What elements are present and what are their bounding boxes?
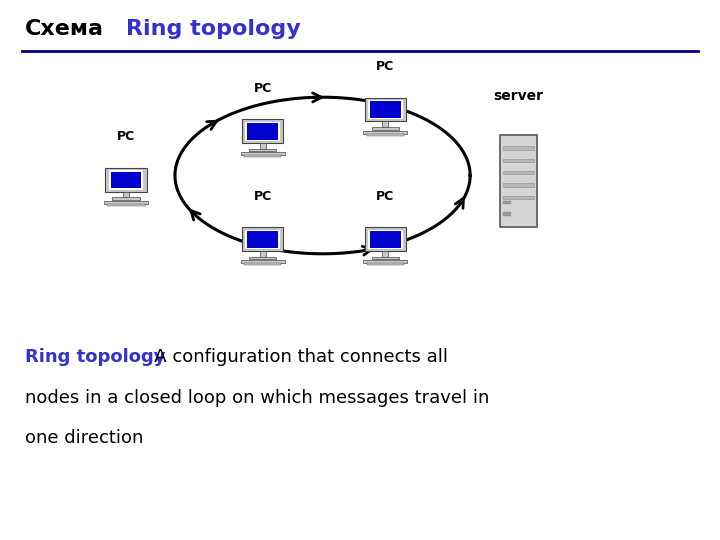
FancyBboxPatch shape [105, 168, 147, 192]
FancyBboxPatch shape [370, 231, 400, 247]
FancyBboxPatch shape [364, 131, 407, 134]
FancyBboxPatch shape [503, 183, 534, 187]
FancyBboxPatch shape [370, 102, 400, 118]
FancyBboxPatch shape [107, 204, 145, 206]
FancyBboxPatch shape [241, 152, 284, 156]
FancyBboxPatch shape [248, 231, 278, 247]
FancyBboxPatch shape [244, 156, 282, 157]
FancyBboxPatch shape [372, 257, 399, 259]
FancyBboxPatch shape [243, 119, 284, 143]
FancyBboxPatch shape [503, 171, 534, 174]
FancyBboxPatch shape [104, 201, 148, 204]
Text: PC: PC [253, 190, 272, 202]
FancyBboxPatch shape [365, 98, 406, 122]
FancyBboxPatch shape [503, 212, 511, 215]
FancyBboxPatch shape [500, 134, 537, 227]
Text: PC: PC [253, 82, 272, 94]
FancyBboxPatch shape [503, 201, 511, 204]
FancyBboxPatch shape [109, 170, 143, 190]
FancyBboxPatch shape [368, 100, 402, 119]
FancyBboxPatch shape [382, 251, 388, 257]
FancyBboxPatch shape [244, 264, 282, 265]
FancyBboxPatch shape [246, 230, 280, 249]
FancyBboxPatch shape [366, 134, 404, 136]
FancyBboxPatch shape [246, 122, 280, 141]
Text: A configuration that connects all: A configuration that connects all [137, 348, 448, 366]
FancyBboxPatch shape [249, 149, 276, 151]
FancyBboxPatch shape [249, 257, 276, 259]
FancyBboxPatch shape [503, 159, 534, 162]
FancyBboxPatch shape [503, 195, 534, 199]
FancyBboxPatch shape [248, 123, 278, 139]
Text: Ring topology: Ring topology [126, 19, 301, 39]
Text: PC: PC [376, 60, 395, 73]
FancyBboxPatch shape [368, 230, 402, 249]
FancyBboxPatch shape [123, 192, 129, 198]
FancyBboxPatch shape [366, 264, 404, 265]
FancyBboxPatch shape [503, 146, 534, 150]
Text: server: server [493, 89, 544, 103]
Text: PC: PC [117, 130, 135, 143]
FancyBboxPatch shape [260, 251, 266, 257]
FancyBboxPatch shape [364, 260, 407, 264]
FancyBboxPatch shape [111, 172, 141, 188]
FancyBboxPatch shape [372, 127, 399, 130]
Text: one direction: one direction [25, 429, 143, 447]
FancyBboxPatch shape [260, 143, 266, 149]
FancyBboxPatch shape [382, 122, 388, 127]
Text: PC: PC [376, 190, 395, 202]
FancyBboxPatch shape [243, 227, 284, 251]
FancyBboxPatch shape [241, 260, 284, 264]
Text: Схема: Схема [25, 19, 104, 39]
FancyBboxPatch shape [365, 227, 406, 251]
Text: nodes in a closed loop on which messages travel in: nodes in a closed loop on which messages… [25, 389, 490, 407]
Text: Ring topology: Ring topology [25, 348, 166, 366]
FancyBboxPatch shape [112, 198, 140, 200]
